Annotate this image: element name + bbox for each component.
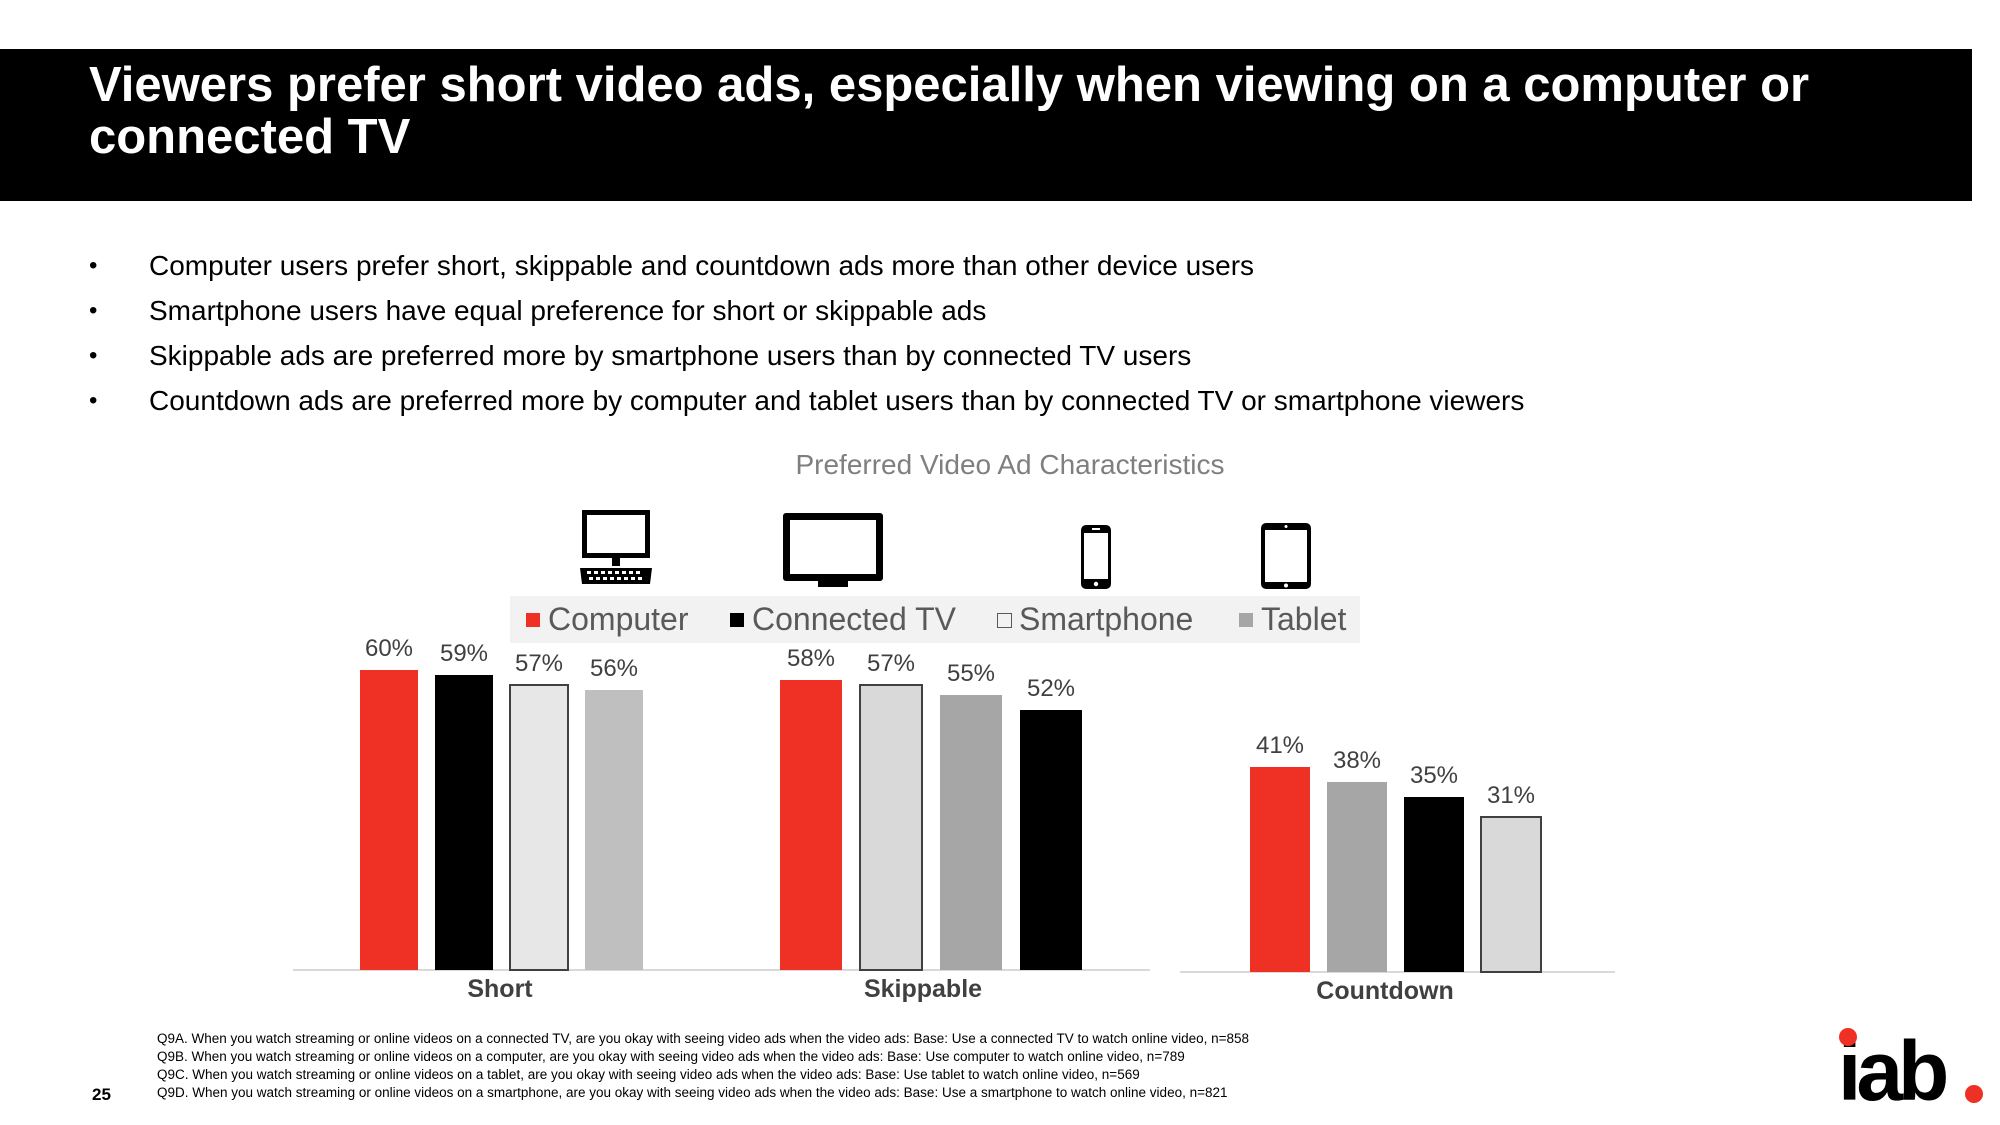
data-label: 58% [787, 645, 835, 672]
data-label: 56% [590, 655, 638, 682]
bar-short-2 [435, 675, 493, 970]
data-label: 52% [1027, 675, 1075, 702]
bullet-item: • Skippable ads are preferred more by sma… [89, 336, 1889, 381]
bullet-text: Smartphone users have equal preference f… [149, 295, 987, 326]
bar-skippable-2 [859, 684, 923, 971]
legend-label-computer: Computer [548, 601, 689, 637]
legend-swatch-computer [526, 613, 540, 627]
legend-label-tablet: Tablet [1261, 601, 1347, 637]
bar-countdown-2 [1327, 782, 1387, 972]
data-label: 57% [867, 650, 915, 677]
bullet-symbol: • [89, 387, 98, 414]
bar-countdown-4 [1480, 816, 1542, 973]
data-label: 41% [1256, 732, 1304, 759]
bullet-text: Computer users prefer short, skippable a… [149, 250, 1255, 281]
page-number: 25 [92, 1085, 111, 1104]
smartphone-icon [1081, 525, 1111, 589]
legend-label-smartphone: Smartphone [1019, 601, 1194, 637]
bullet-text: Countdown ads are preferred more by comp… [149, 385, 1525, 416]
data-label: 38% [1333, 747, 1381, 774]
footnotes: Q9A. When you watch streaming or online … [157, 1030, 1457, 1102]
bullet-symbol: • [89, 252, 98, 279]
footnote: Q9A. When you watch streaming or online … [157, 1031, 1250, 1046]
desktop-computer-icon [580, 510, 652, 584]
bar-skippable-3 [940, 695, 1002, 970]
page-title: Viewers prefer short video ads, especial… [89, 58, 1810, 164]
category-label-skippable: Skippable [863, 975, 983, 1003]
bullet-item: • Smartphone users have equal preference … [89, 291, 1889, 336]
iab-logo: iab [1838, 1028, 1983, 1108]
footnote: Q9D. When you watch streaming or online … [157, 1085, 1228, 1100]
footnote: Q9C. When you watch streaming or online … [157, 1067, 1140, 1082]
bullet-symbol: • [89, 297, 98, 324]
title-bar: Viewers prefer short video ads, especial… [0, 49, 1972, 201]
bullet-list: • Computer users prefer short, skippable … [89, 246, 1889, 426]
logo-dot [1839, 1028, 1857, 1046]
legend-swatch-smartphone [997, 613, 1012, 628]
bar-short-3 [509, 684, 569, 971]
category-label-short: Short [467, 975, 533, 1003]
chart-legend: Computer Connected TV Smartphone Tablet [510, 596, 1360, 643]
bullet-text: Skippable ads are preferred more by smar… [149, 340, 1192, 371]
data-label: 59% [440, 640, 488, 667]
legend-swatch-tablet [1239, 613, 1253, 627]
data-label: 60% [365, 635, 413, 662]
legend-swatch-connected-tv [730, 613, 744, 627]
chart-title: Preferred Video Ad Characteristics [795, 449, 1225, 480]
bar-short-4 [585, 690, 643, 970]
bar-short-1 [360, 670, 418, 970]
bar-countdown-3 [1404, 797, 1464, 972]
tv-icon [783, 513, 883, 587]
logo-wordmark: iab [1838, 1028, 1946, 1108]
data-label: 57% [515, 650, 563, 677]
bullet-item: • Countdown ads are preferred more by com… [89, 381, 1889, 426]
bar-countdown-1 [1250, 767, 1310, 972]
data-label: 55% [947, 660, 995, 687]
tablet-icon [1261, 523, 1311, 589]
category-label-countdown: Countdown [1316, 977, 1454, 1005]
bullet-item: • Computer users prefer short, skippable … [89, 246, 1889, 291]
logo-dot [1965, 1085, 1983, 1103]
legend-label-connected-tv: Connected TV [752, 601, 956, 637]
bar-skippable-4 [1020, 710, 1082, 970]
data-label: 35% [1410, 762, 1458, 789]
footnote: Q9B. When you watch streaming or online … [157, 1049, 1185, 1064]
bullet-symbol: • [89, 342, 98, 369]
bar-skippable-1 [780, 680, 842, 970]
data-label: 31% [1487, 782, 1535, 809]
